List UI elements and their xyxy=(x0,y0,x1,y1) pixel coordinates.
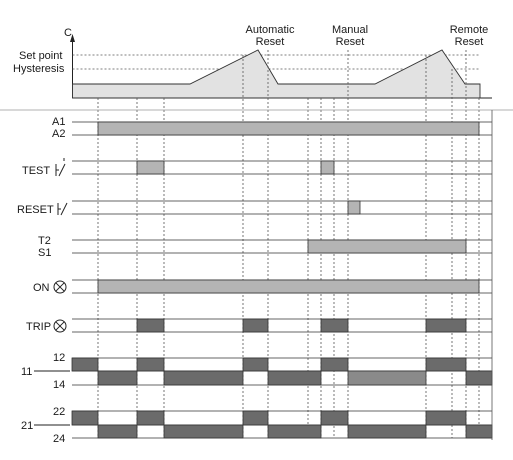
contact-22-label: 22 xyxy=(53,406,65,418)
light-pulses xyxy=(97,121,480,294)
temperature-axis-arrow xyxy=(70,34,75,42)
temperature-axis-label: C xyxy=(64,27,72,39)
c24-closed-4 xyxy=(347,424,427,439)
event-labels: Automatic Reset Manual Reset Remote Rese… xyxy=(246,24,489,48)
c24-closed-1 xyxy=(97,424,138,439)
trip-pulse-auto xyxy=(242,318,269,333)
on-pulse xyxy=(97,279,480,294)
temperature-section: C Set point Hysteresis xyxy=(13,27,492,99)
c24-closed-3 xyxy=(267,424,322,439)
c14-closed-3 xyxy=(267,370,322,386)
trip-lamp-icon xyxy=(53,319,67,333)
c22-closed-2 xyxy=(136,410,165,426)
contact-21-label: 21 xyxy=(21,420,33,432)
c14-closed-5 xyxy=(465,370,493,386)
manual-reset-label-2: Reset xyxy=(336,36,365,48)
c22-closed-5 xyxy=(425,410,467,426)
c14-closed-4 xyxy=(347,370,427,386)
on-lamp-icon xyxy=(53,280,67,294)
test-pulse-1 xyxy=(136,160,165,175)
c12-closed-5 xyxy=(425,357,467,372)
automatic-reset-label-1: Automatic xyxy=(246,24,295,36)
a1-label: A1 xyxy=(52,116,65,128)
row-labels: A1 A2 TEST RESET T2 S1 ON TRIP xyxy=(17,116,70,445)
on-label: ON xyxy=(33,282,50,294)
hysteresis-label: Hysteresis xyxy=(13,63,65,75)
s1-label: S1 xyxy=(38,247,51,259)
c24-closed-2 xyxy=(163,424,244,439)
remote-reset-label-1: Remote xyxy=(450,24,489,36)
a2-label: A2 xyxy=(52,128,65,140)
reset-pulse xyxy=(347,200,361,215)
trip-pulses xyxy=(136,318,467,333)
c12-closed-2 xyxy=(136,357,165,372)
event-guides xyxy=(97,50,480,438)
c12-closed-4 xyxy=(320,357,349,372)
contact-21-states xyxy=(71,410,493,439)
contact-11-states xyxy=(71,357,493,386)
c22-closed-3 xyxy=(242,410,269,426)
trip-pulse-manual xyxy=(320,318,349,333)
c12-closed-3 xyxy=(242,357,269,372)
setpoint-label: Set point xyxy=(19,50,62,62)
test-pulse-2 xyxy=(320,160,335,175)
trip-pulse-remote xyxy=(425,318,467,333)
trip-pulse-test xyxy=(136,318,165,333)
remote-reset-label-2: Reset xyxy=(455,36,484,48)
test-label: TEST xyxy=(22,165,50,177)
contact-24-label: 24 xyxy=(53,433,65,445)
manual-reset-label-1: Manual xyxy=(332,24,368,36)
reset-label: RESET xyxy=(17,204,54,216)
c22-closed-1 xyxy=(71,410,99,426)
c24-closed-5 xyxy=(465,424,493,439)
contact-14-label: 14 xyxy=(53,379,65,391)
temperature-curve xyxy=(72,49,481,99)
t2-label: T2 xyxy=(38,235,51,247)
a1a2-power-pulse xyxy=(97,121,480,136)
c14-closed-2 xyxy=(163,370,244,386)
reset-pushbutton-icon xyxy=(57,202,68,216)
trip-label: TRIP xyxy=(26,321,51,333)
contact-12-label: 12 xyxy=(53,352,65,364)
c22-closed-4 xyxy=(320,410,349,426)
c14-closed-1 xyxy=(97,370,138,386)
c12-closed-1 xyxy=(71,357,99,372)
t2s1-pulse xyxy=(307,239,467,254)
test-pushbutton-icon xyxy=(55,158,66,177)
contact-11-label: 11 xyxy=(21,366,32,378)
automatic-reset-label-2: Reset xyxy=(256,36,285,48)
